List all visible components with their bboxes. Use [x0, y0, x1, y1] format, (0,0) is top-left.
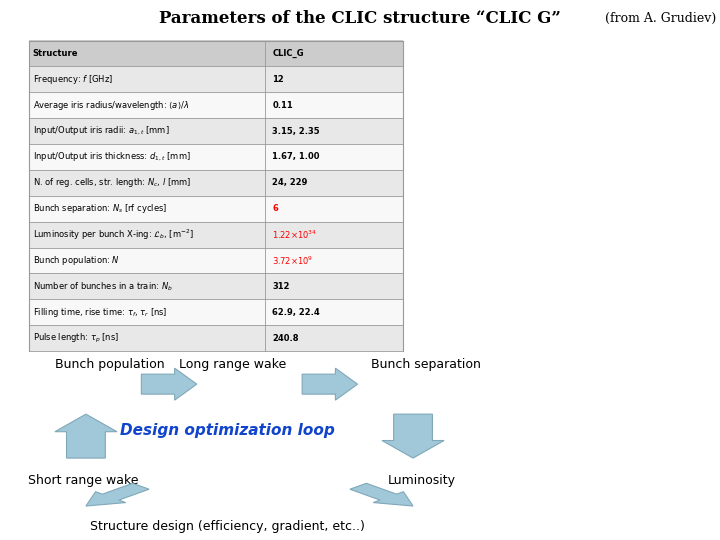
Text: Number of bunches in a train: $N_b$: Number of bunches in a train: $N_b$	[32, 280, 172, 293]
Text: $3.72{\times}10^{9}$: $3.72{\times}10^{9}$	[272, 254, 313, 267]
Text: 24, 229: 24, 229	[272, 178, 307, 187]
Text: Bunch population: Bunch population	[55, 357, 165, 370]
Text: 240.8: 240.8	[272, 334, 299, 342]
Text: Structure design (efficiency, gradient, etc..): Structure design (efficiency, gradient, …	[90, 519, 365, 532]
Bar	[29, 92, 403, 118]
Text: Bunch population: $N$: Bunch population: $N$	[32, 254, 120, 267]
Text: 6: 6	[272, 204, 278, 213]
Bar	[29, 273, 403, 299]
Text: 1.67, 1.00: 1.67, 1.00	[272, 152, 320, 161]
Text: Input/Output iris radii: $a_{1,t}$ [mm]: Input/Output iris radii: $a_{1,t}$ [mm]	[32, 125, 169, 138]
Text: Bunch separation: $N_s$ [rf cycles]: Bunch separation: $N_s$ [rf cycles]	[32, 202, 166, 215]
Text: Frequency: $f$ [GHz]: Frequency: $f$ [GHz]	[32, 73, 113, 86]
Text: Structure: Structure	[32, 49, 78, 58]
Bar	[29, 144, 403, 170]
Polygon shape	[382, 414, 444, 458]
Text: Bunch separation: Bunch separation	[372, 357, 482, 370]
Bar	[29, 170, 403, 195]
Bar	[29, 299, 403, 325]
Polygon shape	[350, 483, 413, 506]
Bar	[29, 247, 403, 273]
Text: Pulse length: $\tau_p$ [ns]: Pulse length: $\tau_p$ [ns]	[32, 332, 119, 345]
Polygon shape	[55, 414, 117, 458]
Text: Input/Output iris thickness: $d_{1,t}$ [mm]: Input/Output iris thickness: $d_{1,t}$ […	[32, 151, 190, 163]
Text: 312: 312	[272, 282, 289, 291]
Text: Luminosity: Luminosity	[388, 474, 456, 487]
Text: Luminosity per bunch X-ing: $\mathcal{L}_b$, [m$^{-2}$]: Luminosity per bunch X-ing: $\mathcal{L}…	[32, 227, 194, 242]
Text: $1.22{\times}10^{34}$: $1.22{\times}10^{34}$	[272, 228, 318, 241]
Bar	[29, 40, 403, 66]
Text: (from A. Grudiev): (from A. Grudiev)	[601, 12, 716, 25]
Text: 12: 12	[272, 75, 284, 84]
Text: Short range wake: Short range wake	[27, 474, 138, 487]
Bar	[29, 221, 403, 247]
Text: Parameters of the CLIC structure “CLIC G”: Parameters of the CLIC structure “CLIC G…	[159, 10, 561, 28]
Text: 0.11: 0.11	[272, 100, 293, 110]
Bar	[29, 118, 403, 144]
Bar	[29, 195, 403, 221]
Text: Design optimization loop: Design optimization loop	[120, 423, 335, 437]
Text: N. of reg. cells, str. length: $N_c$, $l$ [mm]: N. of reg. cells, str. length: $N_c$, $l…	[32, 177, 191, 190]
Text: 62.9, 22.4: 62.9, 22.4	[272, 308, 320, 316]
Text: 3.15, 2.35: 3.15, 2.35	[272, 126, 320, 136]
Polygon shape	[86, 483, 149, 506]
Text: Long range wake: Long range wake	[179, 357, 287, 370]
Polygon shape	[141, 368, 197, 400]
Polygon shape	[302, 368, 358, 400]
Text: CLIC_G: CLIC_G	[272, 49, 304, 58]
Text: Filling time, rise time: $\tau_f$, $\tau_r$ [ns]: Filling time, rise time: $\tau_f$, $\tau…	[32, 306, 167, 319]
Bar	[29, 66, 403, 92]
Bar	[29, 325, 403, 351]
Text: Average iris radius/wavelength: $\langle a\rangle/\lambda$: Average iris radius/wavelength: $\langle…	[32, 99, 189, 112]
